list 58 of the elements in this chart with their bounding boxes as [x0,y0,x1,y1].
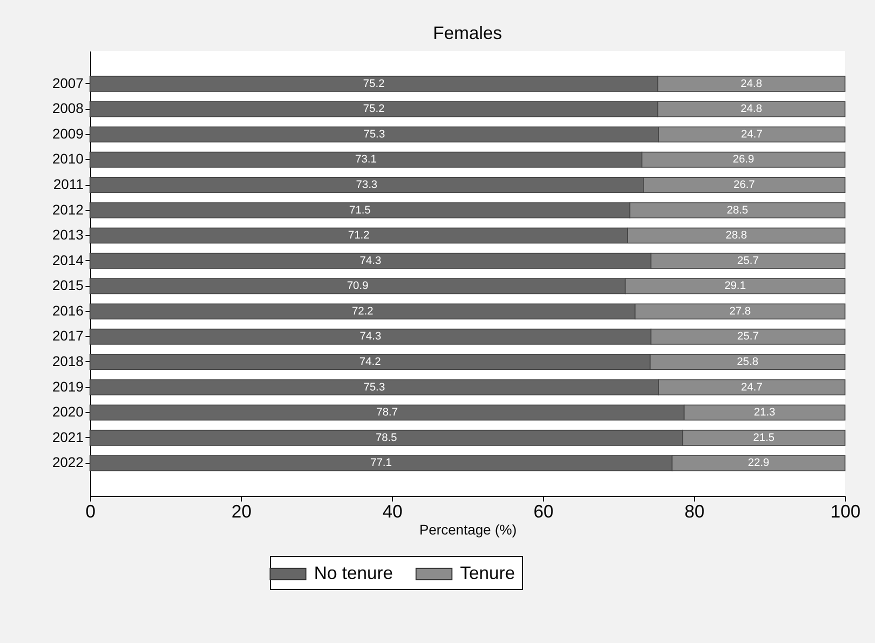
y-tick-label: 2022 [52,454,84,470]
y-tick-label: 2008 [52,100,84,116]
legend-label: No tenure [314,563,394,583]
y-tick-label: 2017 [52,328,84,344]
y-tick-label: 2012 [52,201,84,218]
x-tick-label: 20 [231,502,252,522]
data-label: 24.7 [741,128,762,140]
legend-label: Tenure [460,563,516,583]
y-tick-label: 2010 [52,150,84,167]
y-tick-label: 2015 [52,277,84,294]
x-tick-label: 100 [830,502,861,522]
data-label: 25.8 [736,356,758,368]
data-label: 24.8 [740,103,762,116]
data-label: 75.2 [363,78,385,90]
data-label: 77.1 [370,457,392,470]
y-tick-label: 2016 [52,302,84,318]
y-tick-label: 2011 [53,176,84,192]
y-tick-label: 2021 [52,428,84,445]
data-label: 78.5 [376,432,398,444]
data-label: 72.2 [352,305,374,318]
data-label: 75.3 [364,128,385,140]
x-tick-label: 40 [382,502,403,522]
data-label: 29.1 [724,280,746,292]
data-label: 73.1 [355,154,377,166]
data-label: 74.3 [360,330,382,343]
data-label: 24.8 [740,78,762,90]
data-label: 78.7 [376,406,398,419]
data-label: 74.2 [359,356,381,368]
data-label: 28.5 [726,204,748,216]
y-tick-label: 2020 [52,404,84,420]
x-tick-label: 0 [85,502,96,522]
data-label: 24.7 [741,381,762,394]
chart-title: Females [432,23,502,43]
data-label: 25.7 [737,254,759,267]
data-label: 21.3 [754,406,776,419]
x-tick-label: 60 [533,502,554,522]
data-label: 26.7 [733,179,755,192]
data-label: 22.9 [748,457,770,470]
data-label: 71.5 [349,204,371,216]
data-label: 28.8 [726,230,747,242]
y-tick-label: 2007 [52,74,84,91]
x-axis-title: Percentage (%) [419,522,517,538]
data-label: 21.5 [753,432,775,444]
y-tick-label: 2013 [52,226,84,243]
data-label: 73.3 [356,179,378,192]
data-label: 25.7 [737,330,759,343]
data-label: 71.2 [348,230,370,242]
y-tick-label: 2009 [52,125,84,142]
y-tick-label: 2019 [52,378,84,394]
y-tick-label: 2014 [52,252,84,268]
data-label: 26.9 [732,154,754,166]
data-label: 74.3 [360,254,382,267]
data-label: 75.3 [364,381,385,394]
data-label: 75.2 [363,103,385,116]
x-tick-label: 80 [684,502,705,522]
data-label: 27.8 [729,305,751,318]
data-label: 70.9 [346,280,368,292]
y-tick-label: 2018 [52,352,84,369]
